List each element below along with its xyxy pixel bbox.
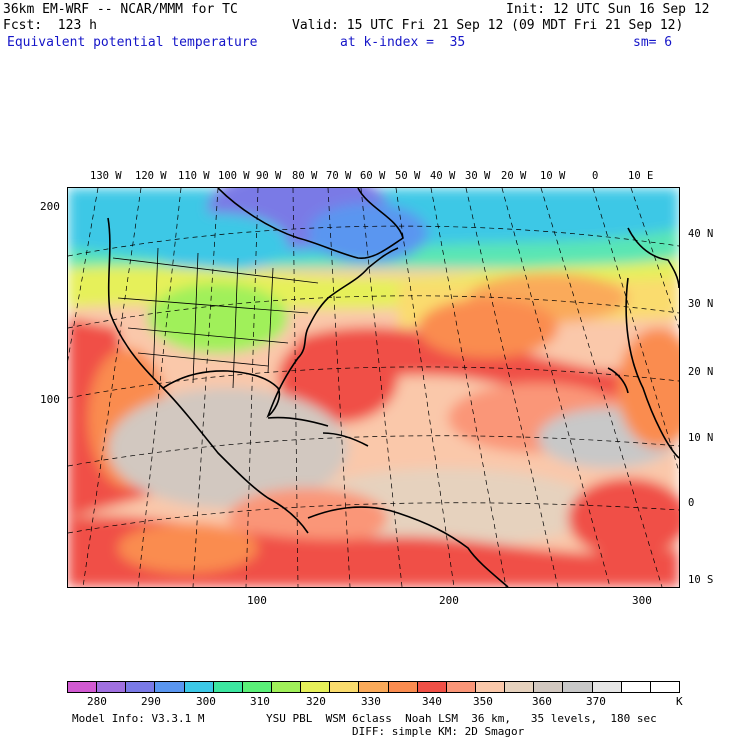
colorbar-swatch bbox=[563, 682, 593, 692]
model-info: Model Info: V3.3.1 M bbox=[72, 712, 205, 725]
colorbar-swatch bbox=[592, 682, 622, 692]
colorbar-swatch bbox=[534, 682, 564, 692]
graticule bbox=[68, 188, 679, 587]
theta-e-map bbox=[67, 187, 680, 588]
lat-label: 20 N bbox=[688, 366, 714, 378]
lon-label: 100 W bbox=[218, 170, 250, 182]
lon-label: 30 W bbox=[465, 170, 491, 182]
lat-label: 10 N bbox=[688, 432, 714, 444]
lon-label: 90 W bbox=[256, 170, 282, 182]
lat-label: 0 bbox=[688, 497, 695, 509]
lon-label: 80 W bbox=[292, 170, 318, 182]
diffusion-info: DIFF: simple KM: 2D Smagor bbox=[352, 725, 525, 738]
forecast-hour: Fcst: 123 h bbox=[3, 18, 97, 33]
lon-label: 50 W bbox=[395, 170, 421, 182]
colorbar-label: 300 bbox=[196, 695, 216, 708]
colorbar-label: 290 bbox=[141, 695, 161, 708]
map-svg bbox=[68, 188, 679, 587]
lon-label: 110 W bbox=[178, 170, 210, 182]
lon-label: 120 W bbox=[135, 170, 167, 182]
colorbar-swatch bbox=[446, 682, 476, 692]
physics-info: YSU PBL WSM 6class Noah LSM 36 km, 35 le… bbox=[266, 712, 657, 725]
lon-label: 60 W bbox=[360, 170, 386, 182]
lon-label: 20 W bbox=[501, 170, 527, 182]
colorbar-label: 350 bbox=[473, 695, 493, 708]
lon-label: 10 W bbox=[540, 170, 566, 182]
colorbar-label: 360 bbox=[532, 695, 552, 708]
colorbar-label: 280 bbox=[87, 695, 107, 708]
lon-label: 40 W bbox=[430, 170, 456, 182]
colorbar-label: 330 bbox=[361, 695, 381, 708]
coastlines bbox=[107, 188, 679, 587]
colorbar-swatch bbox=[330, 682, 360, 692]
colorbar-swatch bbox=[68, 682, 98, 692]
grid-x-label: 300 bbox=[632, 594, 652, 607]
smoothing: sm= 6 bbox=[633, 35, 673, 50]
colorbar-swatch bbox=[155, 682, 185, 692]
colorbar-unit: K bbox=[676, 695, 683, 708]
colorbar-swatch bbox=[213, 682, 243, 692]
colorbar-swatch bbox=[301, 682, 331, 692]
lon-label: 10 E bbox=[628, 170, 654, 182]
colorbar-label: 370 bbox=[586, 695, 606, 708]
grid-y-label: 100 bbox=[40, 393, 60, 406]
colorbar-label: 320 bbox=[306, 695, 326, 708]
colorbar-label: 310 bbox=[250, 695, 270, 708]
valid-time: Valid: 15 UTC Fri 21 Sep 12 (09 MDT Fri … bbox=[292, 18, 684, 33]
colorbar-label: 340 bbox=[422, 695, 442, 708]
colorbar-swatch bbox=[505, 682, 535, 692]
colorbar-swatch bbox=[242, 682, 272, 692]
grid-y-label: 200 bbox=[40, 200, 60, 213]
level-index: at k-index = 35 bbox=[340, 35, 466, 50]
colorbar-swatch bbox=[126, 682, 156, 692]
grid-x-label: 200 bbox=[439, 594, 459, 607]
political-boundaries bbox=[112, 247, 319, 389]
model-title: 36km EM-WRF -- NCAR/MMM for TC bbox=[3, 2, 238, 17]
lon-label: 0 bbox=[592, 170, 599, 182]
colorbar-swatch bbox=[97, 682, 127, 692]
colorbar-swatch bbox=[621, 682, 651, 692]
colorbar bbox=[67, 681, 680, 693]
colorbar-swatch bbox=[271, 682, 302, 692]
lat-label: 40 N bbox=[688, 228, 714, 240]
colorbar-swatch bbox=[184, 682, 214, 692]
field-name: Equivalent potential temperature bbox=[7, 35, 258, 50]
lon-label: 70 W bbox=[326, 170, 352, 182]
colorbar-swatch bbox=[650, 682, 679, 692]
lat-label: 30 N bbox=[688, 298, 714, 310]
lon-label: 130 W bbox=[90, 170, 122, 182]
colorbar-swatch bbox=[417, 682, 447, 692]
init-time: Init: 12 UTC Sun 16 Sep 12 bbox=[506, 2, 710, 17]
colorbar-swatch bbox=[359, 682, 389, 692]
lat-label: 10 S bbox=[688, 574, 714, 586]
colorbar-swatch bbox=[475, 682, 506, 692]
colorbar-swatch bbox=[388, 682, 418, 692]
grid-x-label: 100 bbox=[247, 594, 267, 607]
